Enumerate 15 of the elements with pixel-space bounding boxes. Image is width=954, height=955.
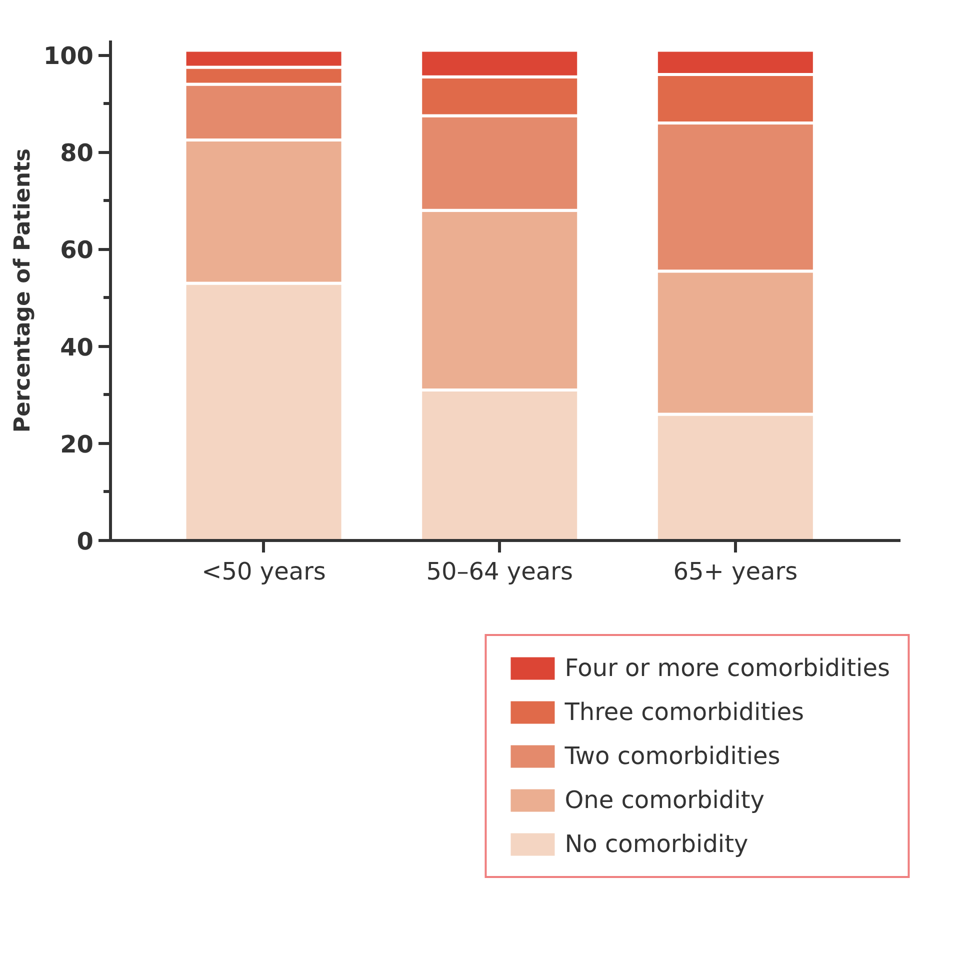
legend-label: No comorbidity [564, 830, 748, 858]
legend-label: Three comorbidities [564, 698, 804, 726]
y-tick-label: 0 [76, 528, 94, 556]
y-tick-label: 40 [60, 333, 94, 362]
x-tick-label: 50–64 years [426, 558, 573, 586]
y-tick-label: 80 [60, 139, 94, 168]
legend-label: Two comorbidities [564, 742, 780, 770]
y-tick-label: 20 [60, 430, 94, 458]
legend-label: Four or more comorbidities [564, 654, 890, 682]
y-axis-title: Percentage of Patients [10, 148, 36, 433]
y-tick-label: 100 [43, 42, 94, 70]
y-tick-label: 60 [60, 236, 94, 264]
x-tick-label: <50 years [202, 558, 326, 586]
x-tick-label: 65+ years [673, 558, 798, 586]
legend-label: One comorbidity [564, 786, 764, 814]
